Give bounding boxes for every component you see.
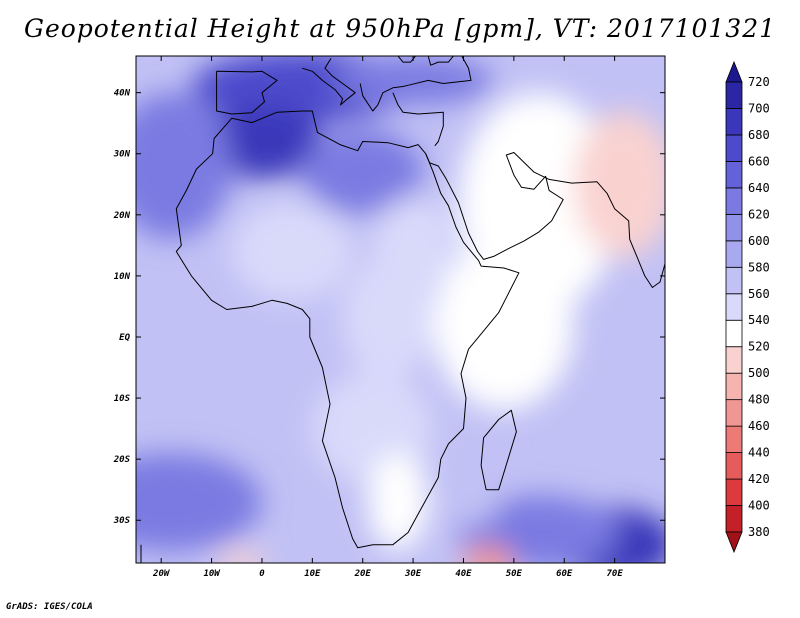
field-blob (458, 495, 620, 563)
field-blob (332, 56, 494, 105)
colorbar-label: 380 (748, 525, 770, 539)
colorbar-label: 580 (748, 260, 770, 274)
lat-tick-label: 30N (113, 150, 131, 160)
coastline (302, 58, 356, 106)
coastline (425, 152, 665, 288)
field-blob (367, 453, 429, 551)
colorbar-box (725, 108, 743, 136)
coastlines (140, 56, 665, 563)
lon-tick-label: 10E (304, 569, 321, 579)
lon-tick-label: 10W (203, 569, 221, 579)
colorbar-label: 520 (748, 340, 770, 354)
colorbar-box (725, 505, 743, 533)
coastline (397, 56, 472, 86)
field-blob (433, 239, 575, 411)
colorbar-label: 660 (748, 154, 770, 168)
colorbar-label: 540 (748, 313, 770, 327)
lon-tick-label: 20E (354, 569, 372, 579)
lat-tick-label: 20N (113, 211, 131, 221)
colorbar-label: 700 (748, 101, 770, 115)
colorbar-box (725, 161, 743, 189)
lon-tick-label: 50E (506, 569, 523, 579)
field-blob (463, 544, 514, 563)
field-blob (231, 202, 353, 301)
colorbar-label: 620 (748, 207, 770, 221)
coastline (480, 409, 517, 491)
lat-tick-label: EQ (119, 333, 130, 343)
field-blob (302, 129, 424, 215)
colorbar-label: 460 (748, 419, 770, 433)
field-blob (216, 550, 267, 563)
lon-tick-label: 70E (606, 569, 623, 579)
lat-tick-label: 10S (114, 394, 131, 404)
lat-tick-label: 30S (113, 516, 131, 526)
colorbar-box (725, 319, 743, 348)
colorbar-box (725, 372, 743, 401)
colorbar-label: 720 (748, 75, 770, 89)
colorbar-box (725, 452, 743, 480)
colorbar-box (725, 266, 743, 295)
lon-tick-label: 60E (556, 569, 573, 579)
colorbar-label: 500 (748, 366, 770, 380)
colorbar-label: 420 (748, 472, 770, 486)
coastline (392, 92, 444, 147)
field-blob (136, 92, 232, 240)
coastline (216, 70, 278, 115)
lon-tick-label: 0 (259, 569, 265, 579)
lon-tick-label: 20W (152, 569, 171, 579)
colorbar-box (725, 399, 743, 427)
colorbar-box (725, 134, 743, 162)
chart-title: Geopotential Height at 950hPa [gpm], VT:… (23, 14, 777, 43)
field-blob (136, 453, 262, 551)
coastline (359, 83, 409, 112)
colorbar-label: 640 (748, 181, 770, 195)
colorbar: 380 400 420 440 460 480 500 520 540 560 580 600 620 6… (725, 60, 770, 554)
height-field (136, 56, 665, 563)
lon-tick-label: 40E (455, 569, 472, 579)
axes: 20W 10W 0 10E 20E 30E 40E 50E 60E 70E 40N 30N 20N 10N… (113, 56, 665, 579)
field-blob (372, 196, 454, 295)
lon-tick-label: 30E (404, 569, 422, 579)
field-blob (574, 110, 665, 258)
map-frame (135, 55, 666, 564)
lat-tick-label: 20S (113, 455, 131, 465)
field-blob (443, 428, 504, 527)
colorbar-label: 480 (748, 393, 770, 407)
colorbar-box (725, 240, 743, 268)
colorbar-top-triangle (725, 60, 743, 83)
colorbar-label: 440 (748, 446, 770, 460)
colorbar-box (725, 346, 743, 374)
credit-text: GrADS: IGES/COLA (6, 602, 93, 612)
colorbar-box (725, 81, 743, 109)
colorbar-label: 600 (748, 234, 770, 248)
colorbar-box (725, 213, 743, 242)
colorbar-box (725, 187, 743, 215)
colorbar-bottom-triangle (725, 531, 743, 554)
coastline (175, 110, 520, 549)
colorbar-label: 680 (748, 128, 770, 142)
lat-tick-label: 40N (114, 89, 131, 99)
colorbar-box (725, 478, 743, 506)
colorbar-label: 400 (748, 499, 770, 513)
lat-tick-label: 10N (114, 272, 131, 282)
colorbar-label: 560 (748, 287, 770, 301)
colorbar-box (725, 425, 743, 453)
colorbar-box (725, 293, 743, 321)
field-blob (201, 104, 323, 179)
